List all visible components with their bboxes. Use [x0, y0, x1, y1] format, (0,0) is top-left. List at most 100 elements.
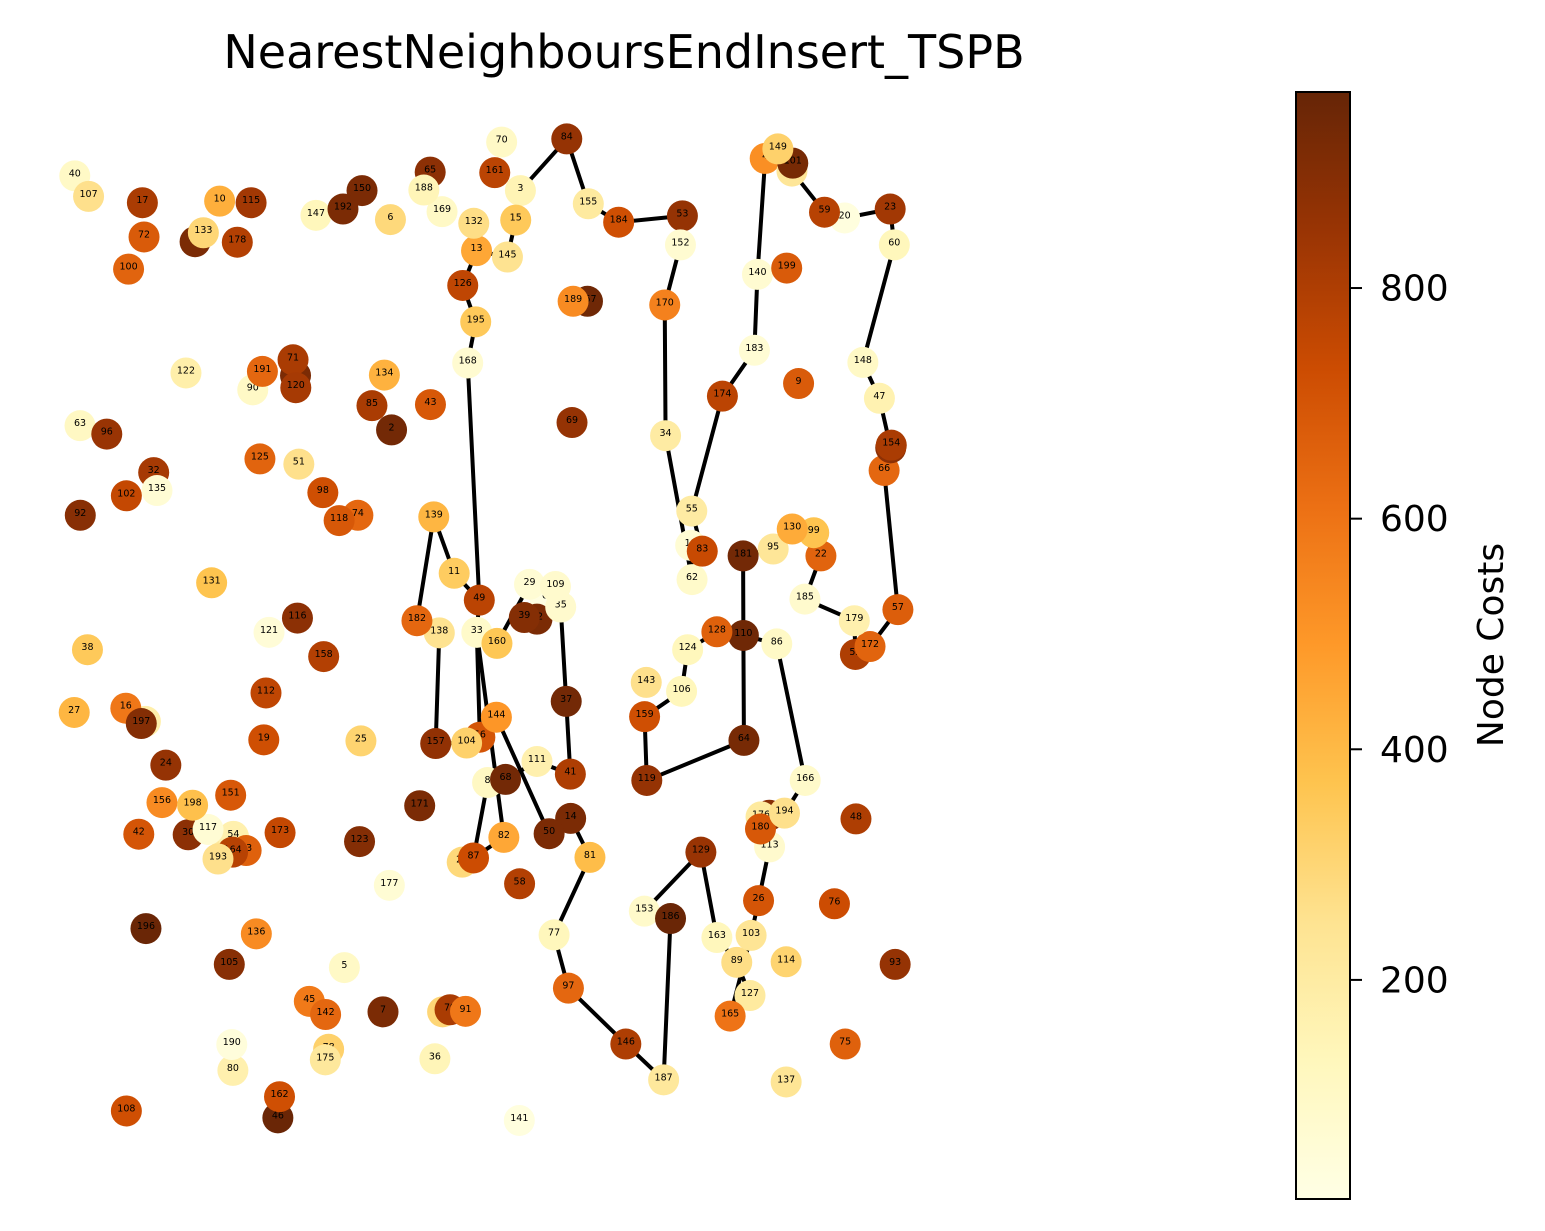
node-point: 158 — [308, 641, 340, 673]
node-point: 179 — [838, 605, 870, 637]
node-point: 58 — [504, 868, 536, 900]
colorbar-tick-label: 400 — [1380, 730, 1449, 771]
node-marker — [649, 289, 681, 321]
node-label: 184 — [610, 215, 628, 226]
node-label: 32 — [148, 465, 160, 476]
node-marker — [170, 357, 202, 389]
node-point: 51 — [283, 448, 315, 480]
node-point: 136 — [240, 918, 272, 950]
node-point: 83 — [686, 535, 718, 567]
node-label: 90 — [247, 382, 259, 393]
node-marker — [328, 952, 360, 984]
tour-edge — [741, 633, 746, 743]
node-label: 187 — [655, 1072, 673, 1083]
node-label: 75 — [839, 1037, 851, 1048]
node-marker — [323, 505, 355, 537]
node-label: 30 — [182, 827, 194, 838]
node-label: 151 — [222, 788, 240, 799]
node-marker — [874, 193, 906, 225]
node-label: 193 — [209, 851, 227, 862]
tour-edge — [558, 605, 569, 704]
colorbar-label: Node Costs — [1471, 543, 1512, 747]
node-marker — [727, 619, 759, 651]
node-marker — [125, 708, 157, 740]
tour-edge — [414, 514, 436, 623]
node-marker — [655, 903, 687, 935]
node-label: 57 — [892, 602, 904, 613]
node-label: 191 — [253, 364, 271, 375]
node-label: 39 — [518, 610, 530, 621]
node-label: 62 — [686, 572, 698, 583]
node-label: 47 — [873, 391, 885, 402]
node-point: 141 — [503, 1104, 535, 1136]
node-point: 126 — [447, 269, 479, 301]
node-label: 81 — [584, 850, 596, 861]
node-label: 54 — [227, 829, 239, 840]
node-label: 177 — [380, 878, 398, 889]
node-label: 149 — [769, 141, 787, 152]
node-point: 181 — [727, 540, 759, 572]
node-marker — [426, 196, 458, 228]
node-marker — [744, 813, 776, 845]
node-marker — [556, 407, 588, 439]
node-label: 41 — [564, 767, 576, 778]
node-label: 159 — [636, 709, 654, 720]
node-label: 91 — [459, 1004, 471, 1015]
node-label: 104 — [458, 736, 476, 747]
node-label: 101 — [784, 156, 802, 167]
node-marker — [757, 533, 789, 565]
node-label: 170 — [656, 297, 674, 308]
node-point: 75 — [829, 1028, 861, 1060]
node-marker — [64, 410, 96, 442]
node-point: 139 — [418, 501, 450, 533]
node-marker — [490, 763, 522, 795]
node-marker — [344, 826, 376, 858]
node-marker — [672, 634, 704, 666]
node-label: 182 — [408, 613, 426, 624]
node-label: 112 — [257, 685, 275, 696]
node-marker — [253, 616, 285, 648]
node-label: 69 — [566, 415, 578, 426]
node-marker — [221, 226, 253, 258]
node-marker — [735, 919, 767, 951]
node-label: 26 — [753, 893, 765, 904]
node-label: 19 — [258, 732, 270, 743]
node-marker — [438, 557, 470, 589]
node-point: 124 — [672, 634, 704, 666]
node-label: 127 — [741, 988, 759, 999]
node-label: 129 — [692, 845, 710, 856]
node-point: 97 — [552, 972, 584, 1004]
node-label: 102 — [117, 488, 135, 499]
tour-edge — [661, 916, 673, 1082]
node-label: 145 — [498, 249, 516, 260]
node-label: 136 — [247, 926, 265, 937]
node-point: 155 — [572, 188, 604, 220]
node-marker — [770, 946, 802, 978]
node-label: 195 — [467, 314, 485, 325]
node-point: 50 — [533, 818, 565, 850]
node-marker — [840, 803, 872, 835]
node-marker — [768, 797, 800, 829]
node-point: 148 — [847, 346, 879, 378]
node-point: 105 — [213, 948, 245, 980]
node-marker — [300, 199, 332, 231]
node-marker — [500, 204, 532, 236]
node-point: 107 — [73, 180, 105, 212]
node-point: 91 — [450, 995, 482, 1027]
node-label: 110 — [734, 628, 752, 639]
node-marker — [666, 200, 698, 232]
node-marker — [177, 789, 209, 821]
node-label: 142 — [317, 1007, 335, 1018]
node-point: 184 — [603, 206, 635, 238]
node-point: 180 — [744, 813, 776, 845]
node-label: 189 — [564, 294, 582, 305]
node-label: 162 — [270, 1089, 288, 1100]
node-marker — [310, 999, 342, 1030]
node-label: 163 — [708, 930, 726, 941]
node-point: 154 — [875, 429, 907, 461]
node-marker — [451, 727, 483, 759]
node-marker — [307, 477, 339, 509]
node-marker — [650, 420, 682, 452]
node-label: 48 — [850, 811, 862, 822]
node-point: 86 — [761, 628, 793, 660]
